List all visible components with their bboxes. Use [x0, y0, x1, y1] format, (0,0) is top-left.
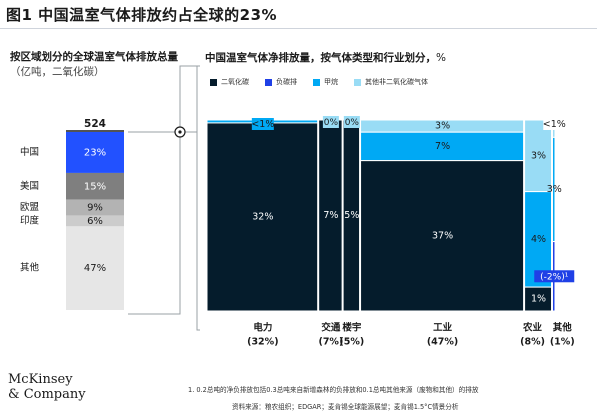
sector-name-1: 交通 [321, 322, 341, 334]
region-label-2: 欧盟 [20, 201, 40, 213]
sector-share-1: (7%) [318, 337, 343, 348]
region-label-3: 印度 [20, 215, 40, 227]
sector-share-2: (5%) [339, 337, 364, 348]
connector-dot-center [178, 130, 182, 134]
sector-share-5: (1%) [550, 337, 575, 348]
sector-3-label-0: 3% [435, 121, 450, 132]
sector-4-label-co2: 1% [531, 294, 546, 305]
sector-share-4: (8%) [520, 337, 545, 348]
legend-swatch-methane [313, 78, 320, 86]
sector-3-segment-co2 [360, 160, 525, 312]
sector-name-3: 工业 [433, 322, 453, 334]
sector-name-5: 其他 [553, 322, 573, 334]
legend-item-co2: 二氧化碳 [210, 77, 249, 87]
legend-item-methane: 甲烷 [313, 77, 338, 87]
region-bar-1 [66, 172, 124, 200]
legend-item-other-gas: 其他非二氧化碳气体 [354, 77, 428, 87]
sector-5-label-1: 3% [547, 184, 562, 195]
sector-share-3: (47%) [427, 337, 458, 348]
legend-item-carbon-sink: 负碳排 [265, 77, 297, 87]
legend-label-other-gas: 其他非二氧化碳气体 [365, 78, 428, 86]
region-bracket [128, 131, 181, 315]
sector-4-segment-co2 [524, 286, 553, 312]
region-value-label-3: 6% [87, 216, 103, 227]
source-note: 资料来源：粮农组织；EDGAR；麦肯锡全球能源展望；麦肯锡1.5°C情景分析 [232, 403, 459, 411]
left-chart-title-text: 按区域划分的全球温室气体排放总量 [10, 51, 178, 63]
mckinsey-logo: McKinsey & Company [8, 372, 86, 402]
left-chart-title: 按区域划分的全球温室气体排放总量 （亿吨，二氧化碳） [10, 50, 185, 80]
legend-swatch-carbon-sink [265, 78, 272, 86]
title-divider [0, 28, 597, 29]
logo-line-1: McKinsey [8, 372, 73, 387]
region-label-0: 中国 [20, 146, 39, 158]
sector-5-label-0: <1% [543, 119, 566, 130]
region-bar-3 [66, 215, 124, 227]
region-value-label-4: 47% [84, 263, 106, 274]
sector-0-label-co2: 32% [252, 211, 273, 222]
region-bar-4 [66, 226, 124, 310]
region-value-label-1: 15% [84, 181, 106, 192]
legend-label-carbon-sink: 负碳排 [276, 78, 297, 86]
sector-4-label-0: 3% [531, 150, 546, 161]
region-total-label: 524 [84, 118, 106, 130]
sector-group-3 [360, 119, 525, 312]
sector-2-label-zero-bg [343, 116, 360, 128]
region-label-1: 美国 [20, 180, 39, 192]
sector-1-label-co2: 7% [323, 210, 338, 221]
region-value-label-0: 23% [84, 147, 106, 158]
right-chart-title: 中国温室气体净排放量，按气体类型和行业划分，% [205, 50, 446, 65]
sector-0-label-0-bg [251, 118, 274, 130]
sector-name-2: 楼宇 [342, 322, 362, 334]
sector-3-label-1: 7% [435, 141, 450, 152]
left-chart-unit: （亿吨，二氧化碳） [10, 66, 105, 78]
sector-1-label-zero-bg [322, 116, 339, 128]
region-value-label-2: 9% [87, 203, 103, 214]
legend-swatch-other-gas [354, 78, 361, 86]
sector-2-label-zero: 0% [345, 118, 360, 128]
sector-name-0: 电力 [253, 322, 272, 334]
sector-3-segment-1 [360, 131, 525, 162]
right-chart-unit: % [436, 52, 446, 64]
legend-swatch-co2 [210, 78, 217, 86]
sector-5-label-neg-bg [534, 270, 575, 283]
mekko-bracket [196, 65, 200, 331]
sector-4-label-1: 4% [531, 234, 546, 245]
chart-title: 图1 中国温室气体排放约占全球的23% [6, 6, 278, 24]
footnote: 1. 0.2总吨的净负排放包括0.3总吨来自新增森林的负排放和0.1总吨其他来源… [188, 386, 479, 394]
sector-share-0: (32%) [247, 337, 278, 348]
legend-label-methane: 甲烷 [324, 78, 338, 86]
connector-line [179, 65, 197, 133]
sector-2-label-co2: 5% [344, 210, 359, 221]
sector-name-4: 农业 [522, 322, 543, 334]
right-chart-title-text: 中国温室气体净排放量，按气体类型和行业划分， [205, 52, 436, 64]
legend: 二氧化碳 负碳排 甲烷 其他非二氧化碳气体 [210, 77, 428, 87]
region-label-4: 其他 [20, 262, 40, 274]
sector-5-label-neg: (-2%)¹ [540, 272, 569, 282]
region-bar-0 [66, 132, 124, 173]
sector-3-label-co2: 37% [432, 230, 453, 241]
logo-line-2: & Company [8, 387, 86, 402]
sector-group-5 [552, 119, 556, 312]
legend-label-co2: 二氧化碳 [221, 78, 249, 86]
region-bar-2 [66, 199, 124, 216]
sector-0-label-0: <1% [251, 119, 274, 130]
sector-5-label-0-bg [543, 118, 566, 130]
sector-1-label-zero: 0% [324, 118, 339, 128]
sector-group-4 [524, 119, 553, 312]
sector-4-segment-0 [524, 119, 553, 193]
